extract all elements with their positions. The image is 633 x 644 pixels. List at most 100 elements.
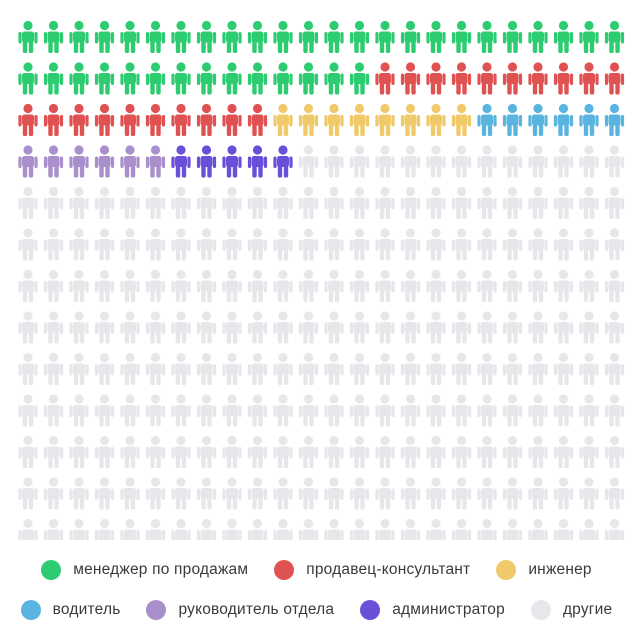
person-icon [273, 62, 293, 95]
legend-item-sales-consultant: продавец-консультант [274, 560, 470, 580]
person-icon [349, 186, 370, 219]
person-icon [196, 62, 217, 95]
person-icon [604, 518, 625, 540]
person-icon [604, 269, 625, 302]
person-icon [120, 311, 140, 344]
legend-item-engineer: инженер [496, 560, 592, 580]
person-icon [324, 352, 344, 385]
person-icon [502, 518, 523, 540]
person-icon [171, 435, 191, 468]
person-icon [451, 518, 472, 540]
person-icon [298, 311, 319, 344]
person-icon [18, 103, 38, 136]
person-icon [451, 103, 472, 136]
person-icon [400, 20, 421, 53]
person-icon [247, 269, 268, 302]
person-icon [273, 145, 293, 178]
person-icon [222, 435, 242, 468]
person-icon [145, 103, 166, 136]
person-icon [451, 477, 472, 510]
person-icon [324, 394, 344, 427]
person-icon [477, 477, 497, 510]
person-icon [247, 145, 268, 178]
person-icon [426, 269, 446, 302]
person-icon [273, 394, 293, 427]
person-icon [477, 352, 497, 385]
person-icon [604, 103, 625, 136]
person-icon [69, 186, 89, 219]
person-icon [94, 186, 115, 219]
person-icon [528, 477, 548, 510]
person-icon [298, 62, 319, 95]
person-icon [273, 20, 293, 53]
person-icon [18, 435, 38, 468]
person-icon [94, 62, 115, 95]
person-icon [604, 62, 625, 95]
person-icon [324, 20, 344, 53]
person-icon [579, 518, 599, 540]
person-icon [553, 186, 574, 219]
person-icon [375, 518, 395, 540]
person-icon [69, 394, 89, 427]
person-icon [375, 352, 395, 385]
person-icon [222, 228, 242, 261]
person-icon [120, 20, 140, 53]
person-icon [349, 394, 370, 427]
person-icon [196, 311, 217, 344]
person-icon [120, 228, 140, 261]
person-icon [324, 103, 344, 136]
person-icon [579, 352, 599, 385]
person-icon [324, 228, 344, 261]
person-icon [196, 477, 217, 510]
person-icon [222, 394, 242, 427]
person-icon [43, 269, 64, 302]
person-icon [400, 145, 421, 178]
person-icon [43, 145, 64, 178]
person-icon [426, 311, 446, 344]
person-icon [196, 186, 217, 219]
person-icon [18, 269, 38, 302]
person-icon [69, 228, 89, 261]
person-icon [120, 518, 140, 540]
legend-label: администратор [392, 601, 505, 618]
person-icon [171, 477, 191, 510]
person-icon [400, 352, 421, 385]
person-icon [375, 103, 395, 136]
person-icon [171, 269, 191, 302]
person-icon [579, 62, 599, 95]
person-icon [18, 20, 38, 53]
person-icon [145, 145, 166, 178]
person-icon [298, 477, 319, 510]
legend-item-administrator: администратор [360, 600, 505, 620]
person-icon [222, 145, 242, 178]
person-icon [145, 228, 166, 261]
person-icon [273, 228, 293, 261]
person-icon [604, 186, 625, 219]
person-icon [400, 311, 421, 344]
person-icon [222, 311, 242, 344]
person-icon [528, 145, 548, 178]
person-icon [426, 186, 446, 219]
person-icon [426, 352, 446, 385]
person-icon [69, 311, 89, 344]
person-icon [171, 311, 191, 344]
person-icon [273, 186, 293, 219]
person-icon [94, 145, 115, 178]
person-icon [553, 352, 574, 385]
person-icon [426, 435, 446, 468]
person-icon [171, 518, 191, 540]
person-icon [222, 269, 242, 302]
person-icon [273, 103, 293, 136]
person-icon [247, 435, 268, 468]
person-icon [43, 394, 64, 427]
person-icon [426, 394, 446, 427]
person-icon [247, 477, 268, 510]
person-icon [400, 228, 421, 261]
person-icon [222, 518, 242, 540]
person-icon [477, 103, 497, 136]
legend-label: продавец-консультант [306, 561, 471, 578]
person-icon [604, 394, 625, 427]
person-icon [145, 518, 166, 540]
person-icon [120, 145, 140, 178]
person-icon [120, 269, 140, 302]
